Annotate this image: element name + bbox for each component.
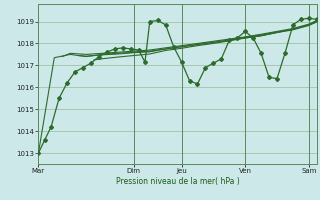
X-axis label: Pression niveau de la mer( hPa ): Pression niveau de la mer( hPa ) [116,177,239,186]
